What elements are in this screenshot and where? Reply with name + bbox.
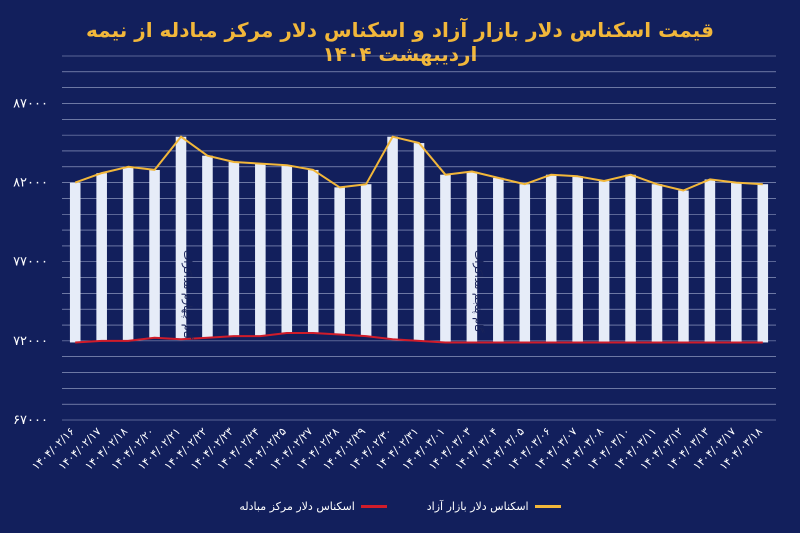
legend-label-free-market: اسکناس دلار بازار آزاد: [426, 500, 529, 513]
bar: [228, 162, 240, 337]
y-tick-label: ۸۷۰۰۰: [13, 96, 48, 111]
bar: [149, 169, 160, 338]
bar: [678, 190, 689, 343]
bar: [625, 174, 636, 343]
y-tick-label: ۶۷۰۰۰: [13, 413, 48, 428]
y-tick-label: ۷۷۰۰۰: [13, 255, 48, 270]
bar: [122, 166, 134, 341]
bar: [96, 173, 107, 341]
y-tick-label: ۸۲۰۰۰: [13, 176, 48, 191]
bar: [545, 174, 557, 343]
annotation-label: گام چهارم مذاکرات: [181, 250, 194, 340]
bar: [519, 184, 531, 343]
y-tick-label: ۷۲۰۰۰: [13, 334, 48, 349]
legend: اسکناس دلار بازار آزاد اسکناس دلار مرکز …: [0, 500, 800, 513]
bar: [307, 169, 319, 333]
bar: [255, 163, 266, 337]
bar: [704, 179, 716, 343]
bar: [202, 155, 213, 338]
bar: [493, 177, 504, 343]
bar: [651, 184, 663, 343]
bar: [413, 143, 425, 341]
bar: [731, 182, 742, 343]
legend-swatch-exchange-center: [360, 505, 387, 508]
legend-label-exchange-center: اسکناس دلار مرکز مبادله: [239, 500, 355, 513]
bar: [757, 184, 769, 343]
legend-item-exchange-center: اسکناس دلار مرکز مبادله: [239, 500, 387, 513]
legend-item-free-market: اسکناس دلار بازار آزاد: [427, 500, 561, 513]
annotation-label: گام پنجم مذاکرات: [472, 250, 485, 333]
bar: [598, 181, 610, 343]
chart-title: قیمت اسکناس دلار بازار آزاد و اسکناس دلا…: [86, 18, 714, 66]
bar: [281, 165, 293, 333]
bar: [175, 136, 187, 340]
series-line-exchange-center: [75, 332, 763, 344]
series-line-free-market: [74, 135, 763, 192]
bar: [360, 184, 372, 337]
bar: [334, 187, 345, 335]
bar: [387, 136, 398, 340]
bar: [440, 174, 451, 343]
legend-swatch-free-market: [534, 505, 561, 508]
bar: [69, 182, 81, 343]
bar: [572, 176, 583, 343]
bar: [466, 171, 478, 343]
